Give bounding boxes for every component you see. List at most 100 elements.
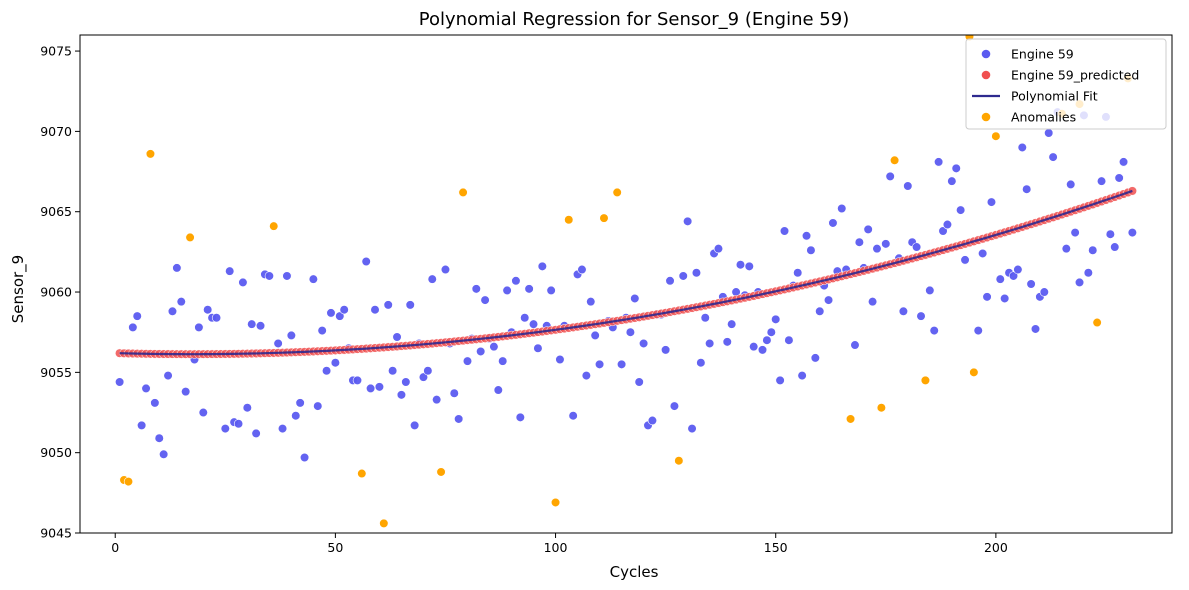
observed-point [594, 359, 605, 369]
observed-point [555, 354, 565, 365]
observed-point [273, 338, 283, 349]
observed-point [396, 390, 407, 400]
observed-point [982, 292, 992, 302]
anomaly-point [920, 375, 931, 385]
y-tick-label: 9045 [40, 526, 72, 541]
observed-point [255, 321, 266, 331]
observed-point [498, 356, 508, 366]
observed-point [639, 338, 649, 349]
x-tick-label: 100 [544, 540, 568, 555]
observed-point [1048, 152, 1058, 162]
observed-point [454, 414, 464, 424]
observed-point [898, 306, 909, 316]
polynomial-fit-line [119, 189, 1133, 356]
observed-point [286, 330, 296, 341]
observed-point [366, 383, 376, 394]
observed-point [528, 319, 539, 329]
observed-point [198, 407, 208, 418]
observed-point [423, 366, 433, 376]
observed-point [220, 423, 230, 434]
observed-point [925, 285, 935, 296]
observed-point [203, 305, 213, 315]
observed-point [634, 377, 644, 387]
observed-point [524, 284, 534, 294]
observed-point [299, 452, 310, 463]
anomaly-point [379, 518, 389, 528]
observed-point [132, 311, 142, 321]
observed-point [568, 411, 578, 421]
observed-point [938, 226, 948, 236]
observed-point [705, 338, 715, 349]
observed-point [1000, 293, 1010, 304]
legend-label: Anomalies [1011, 110, 1076, 125]
observed-point [1127, 227, 1137, 238]
legend-label: Engine 59_predicted [1011, 68, 1139, 83]
observed-point [405, 300, 415, 310]
anomaly-point [969, 367, 979, 377]
observed-point [625, 327, 636, 337]
observed-point [986, 197, 997, 207]
anomaly-point [357, 468, 367, 479]
anomaly-point [145, 149, 156, 159]
observed-point [546, 285, 556, 296]
observed-point [691, 268, 702, 278]
observed-point [1022, 184, 1032, 194]
observed-point [335, 311, 345, 321]
observed-point [934, 157, 944, 167]
observed-point [251, 428, 261, 439]
observed-point [370, 305, 380, 315]
observed-point [493, 385, 503, 395]
observed-point [771, 314, 781, 324]
observed-point [797, 370, 807, 381]
y-tick-label: 9075 [40, 44, 72, 59]
observed-point [1105, 229, 1115, 239]
observed-point [995, 274, 1005, 284]
observed-point [665, 276, 675, 286]
legend-box [965, 38, 1167, 130]
observed-point [432, 395, 442, 405]
observed-point [502, 285, 512, 296]
observed-point [326, 308, 336, 318]
observed-point [1083, 268, 1093, 278]
observed-point [172, 263, 182, 273]
observed-point [361, 256, 371, 267]
observed-point [339, 305, 349, 315]
observed-point [115, 377, 125, 387]
observed-point [225, 266, 235, 276]
observed-point [616, 359, 627, 369]
anomaly-point [550, 497, 561, 508]
observed-point [837, 203, 847, 214]
observed-point [806, 245, 816, 255]
observed-point [233, 419, 244, 429]
x-tick-label: 150 [764, 540, 788, 555]
observed-point [696, 358, 706, 368]
predicted-point [1127, 186, 1137, 196]
observed-point [903, 181, 913, 191]
observed-point [1026, 279, 1036, 289]
observed-point [1008, 271, 1019, 281]
anomaly-point [458, 187, 468, 198]
x-axis-label: Cycles [610, 563, 659, 581]
observed-point [150, 398, 160, 408]
anomaly-point [564, 215, 574, 225]
observed-point [418, 372, 429, 382]
observed-point [480, 295, 490, 305]
anomaly-point [436, 467, 446, 477]
legend-dot-swatch [981, 70, 991, 80]
observed-point [388, 366, 398, 376]
observed-point [308, 274, 318, 284]
observed-point [440, 264, 451, 275]
observed-point [929, 325, 939, 336]
observed-point [947, 176, 957, 186]
observed-point [766, 327, 776, 337]
observed-point [779, 226, 790, 236]
observed-point [669, 401, 680, 411]
observed-point [586, 297, 596, 307]
observed-point [942, 219, 953, 230]
observed-point [383, 300, 393, 310]
observed-point [1114, 173, 1124, 183]
observed-point [912, 242, 922, 252]
observed-point [313, 401, 323, 411]
anomaly-point [599, 213, 609, 223]
